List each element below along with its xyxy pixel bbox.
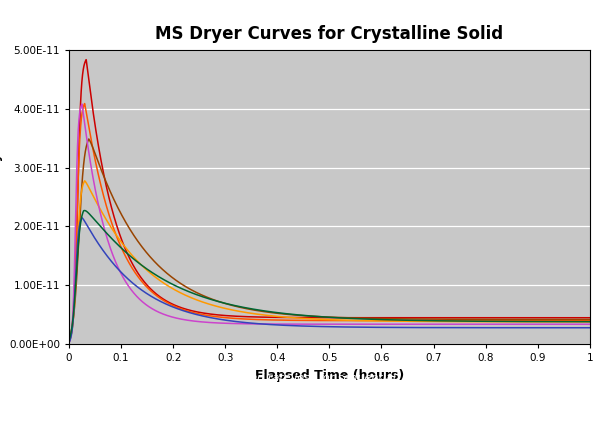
Y-axis label: MS Intensity: MS Intensity xyxy=(0,153,4,241)
X-axis label: Elapsed Time (hours): Elapsed Time (hours) xyxy=(255,369,404,382)
Title: MS Dryer Curves for Crystalline Solid: MS Dryer Curves for Crystalline Solid xyxy=(155,25,503,43)
Text: Figure 2: Variability in initial solvent level and rate loss for sequential
lots: Figure 2: Variability in initial solvent… xyxy=(9,373,396,394)
